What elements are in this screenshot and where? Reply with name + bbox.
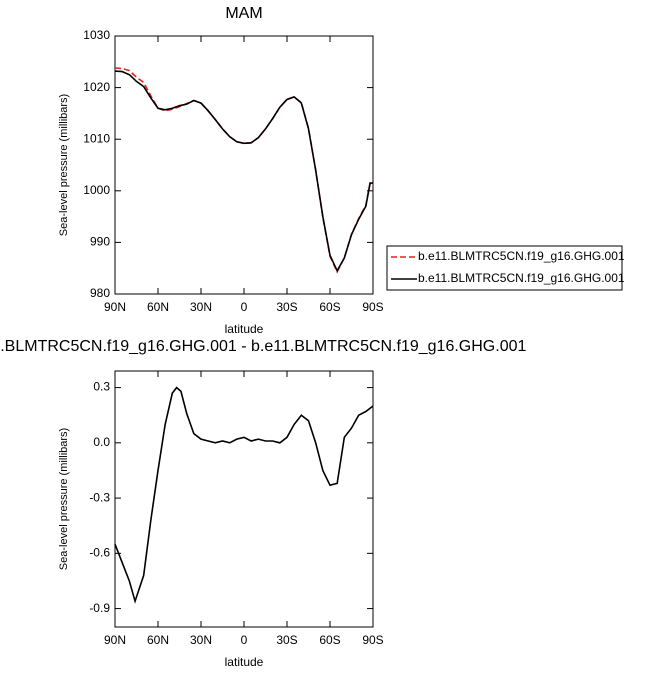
x-tick-label: 60S (319, 300, 340, 314)
chart-title: MAM (225, 5, 262, 22)
chart-title: 11.BLMTRC5CN.f19_g16.GHG.001 - b.e11.BLM… (0, 338, 526, 355)
plot-frame (114, 35, 374, 295)
x-tick-label: 60N (147, 300, 169, 314)
legend-label: b.e11.BLMTRC5CN.f19_g16.GHG.001 (418, 249, 625, 263)
legend-label: b.e11.BLMTRC5CN.f19_g16.GHG.001 (418, 271, 625, 285)
y-tick-label: -0.9 (89, 601, 110, 615)
x-tick-label: 30N (190, 633, 212, 647)
y-axis-label: Sea-level pressure (millibars) (58, 428, 70, 570)
x-tick-label: 90N (104, 633, 126, 647)
x-tick-label: 30S (276, 300, 297, 314)
y-tick-label: 980 (90, 286, 110, 300)
y-tick-label: 1000 (83, 183, 110, 197)
y-tick-label: 1010 (83, 131, 110, 145)
x-tick-label: 90N (104, 300, 126, 314)
x-tick-label: 90S (362, 633, 383, 647)
data-line (114, 386, 374, 604)
x-tick-label: 0 (241, 300, 248, 314)
y-tick-label: -0.3 (89, 490, 110, 504)
x-tick-label: 30S (276, 633, 297, 647)
x-tick-label: 60S (319, 633, 340, 647)
x-tick-label: 60N (147, 633, 169, 647)
x-tick-label: 0 (241, 633, 248, 647)
y-tick-label: 1020 (83, 80, 110, 94)
y-tick-label: 0.0 (93, 435, 110, 449)
y-tick-label: -0.6 (89, 546, 110, 560)
data-line (114, 67, 374, 274)
y-tick-label: 990 (90, 235, 110, 249)
x-tick-label: 30N (190, 300, 212, 314)
legend-box (386, 245, 623, 291)
x-axis-label: latitude (225, 322, 264, 336)
data-line (114, 70, 373, 273)
y-tick-label: 1030 (83, 28, 110, 42)
y-axis-label: Sea-level pressure (millibars) (58, 94, 70, 236)
y-tick-label: 0.3 (93, 380, 110, 394)
x-axis-label: latitude (225, 655, 264, 669)
x-tick-label: 90S (362, 300, 383, 314)
